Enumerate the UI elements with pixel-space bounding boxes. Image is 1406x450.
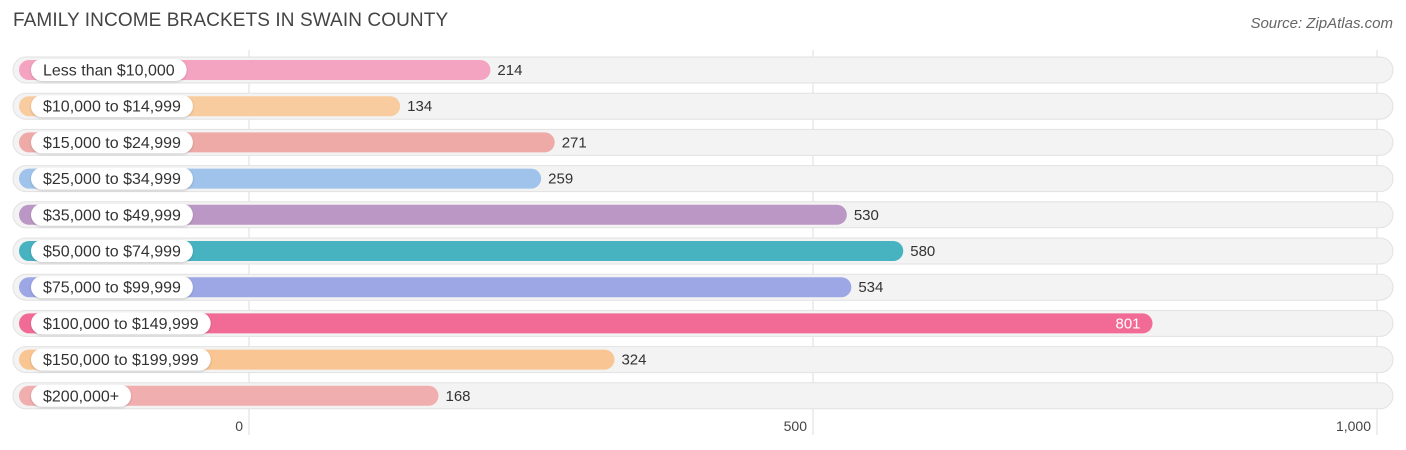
category-label: $15,000 to $24,999 — [43, 135, 181, 152]
category-label-pill — [31, 384, 132, 407]
value-label: 534 — [858, 279, 883, 296]
category-label-pill — [31, 167, 193, 190]
category-label: $35,000 to $49,999 — [43, 207, 181, 224]
category-label-pill — [31, 348, 211, 371]
bar — [19, 204, 847, 225]
bar — [19, 277, 852, 298]
category-label: $150,000 to $199,999 — [43, 352, 199, 369]
chart-source: Source: ZipAtlas.com — [1250, 15, 1393, 32]
value-label: 324 — [621, 352, 646, 369]
bar — [19, 241, 904, 261]
value-label: 530 — [854, 207, 879, 224]
bar — [19, 313, 1153, 334]
value-label: 259 — [548, 171, 573, 188]
category-label: $100,000 to $149,999 — [43, 316, 199, 333]
value-label: 214 — [497, 62, 522, 79]
x-tick-label: 500 — [784, 418, 808, 434]
x-tick-label: 0 — [235, 418, 243, 434]
category-label: $75,000 to $99,999 — [43, 280, 181, 297]
category-label: $50,000 to $74,999 — [43, 244, 181, 261]
x-tick-label: 1,000 — [1336, 418, 1371, 434]
category-label-pill — [31, 312, 211, 335]
category-label: Less than $10,000 — [43, 63, 175, 80]
category-label: $10,000 to $14,999 — [43, 99, 181, 116]
value-label: 801 — [1115, 315, 1140, 332]
chart-title: FAMILY INCOME BRACKETS IN SWAIN COUNTY — [13, 10, 449, 31]
value-label: 271 — [562, 134, 587, 151]
category-label-pill — [31, 203, 193, 226]
category-label-pill — [31, 95, 193, 118]
value-label: 168 — [446, 388, 471, 405]
category-label: $25,000 to $34,999 — [43, 171, 181, 188]
value-label: 580 — [910, 243, 935, 260]
category-label: $200,000+ — [43, 388, 119, 405]
category-label-pill — [31, 276, 193, 299]
category-label-pill — [31, 131, 193, 154]
category-label-pill — [31, 59, 187, 81]
value-label: 134 — [407, 98, 432, 115]
category-label-pill — [31, 240, 193, 262]
